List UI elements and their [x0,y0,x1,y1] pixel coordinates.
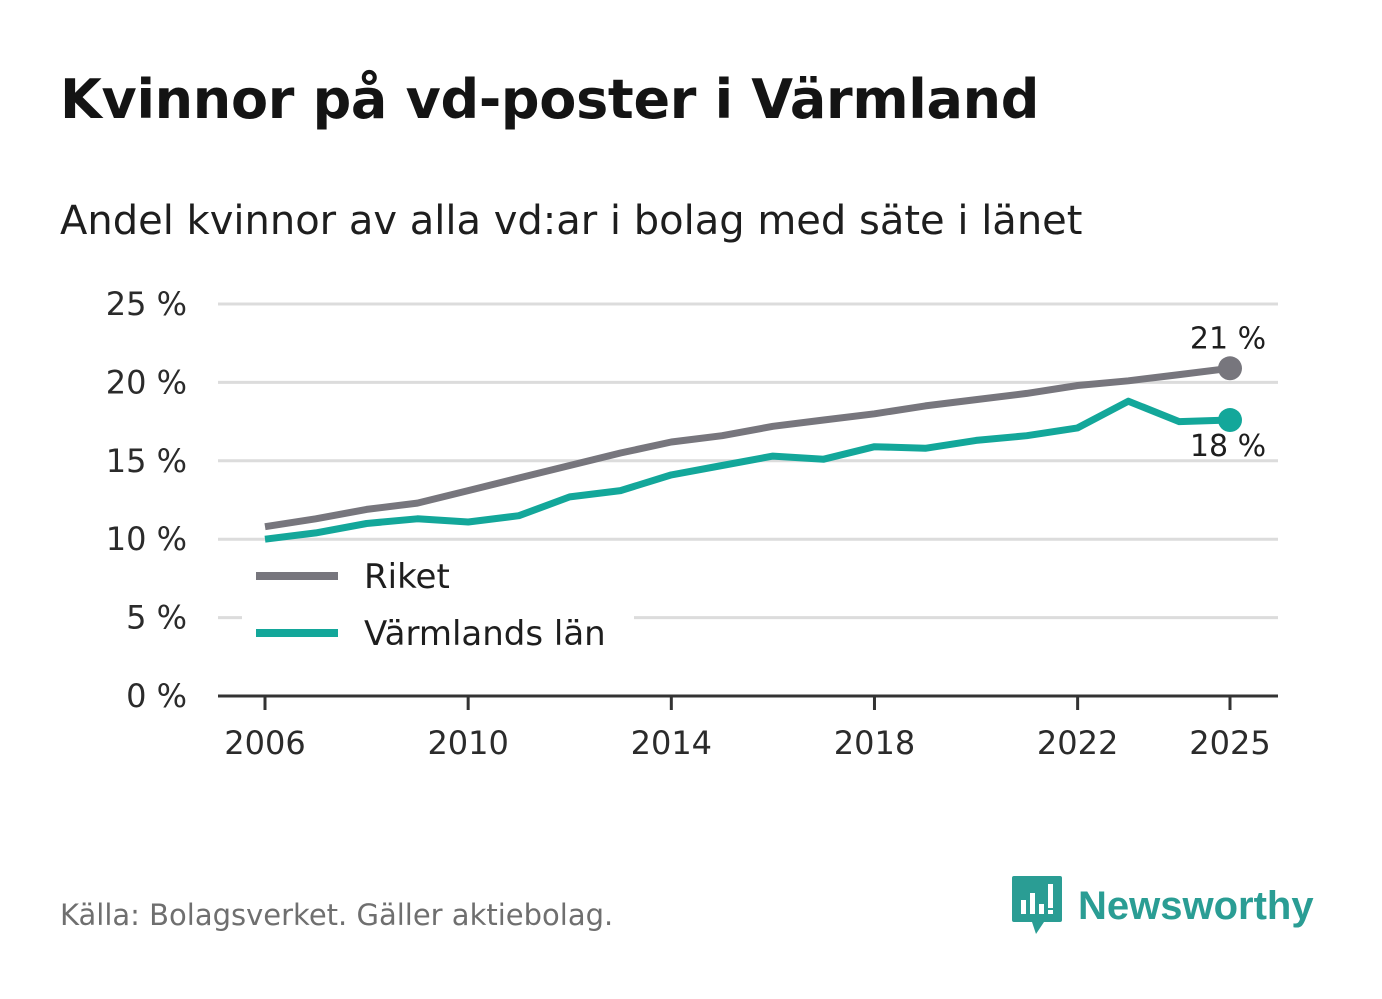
legend-label-riket: Riket [364,557,450,597]
chart-subtitle: Andel kvinnor av alla vd:ar i bolag med … [60,198,1083,244]
y-tick-label: 15 % [106,442,187,480]
y-tick-label: 10 % [106,520,187,558]
riket-line [264,364,1231,531]
x-tick-label: 2014 [631,724,712,762]
varmland-end-point [1218,408,1242,433]
x-tick-label: 2010 [427,724,508,762]
legend-label-varmland: Värmlands län [364,614,606,654]
riket-end-point [1218,356,1242,381]
riket-end-label: 21 % [1190,321,1266,356]
legend-background [242,548,634,664]
y-tick-label: 25 % [106,285,187,323]
source-note: Källa: Bolagsverket. Gäller aktiebolag. [60,898,614,932]
varmland-end-label: 18 % [1190,429,1266,464]
brand-name: Newsworthy [1078,883,1314,928]
x-tick-label: 2025 [1189,724,1270,762]
y-tick-label: 0 % [126,677,187,715]
brand-logo: Newsworthy [1010,874,1314,938]
y-tick-label: 5 % [126,599,187,637]
x-tick-label: 2022 [1037,724,1118,762]
bar-chart-bubble-icon [1012,876,1062,934]
x-tick-label: 2006 [224,724,305,762]
varmland-line [264,397,1231,543]
x-tick-label: 2018 [834,724,915,762]
chart-title: Kvinnor på vd-poster i Värmland [60,68,1040,131]
y-tick-label: 20 % [106,363,187,401]
